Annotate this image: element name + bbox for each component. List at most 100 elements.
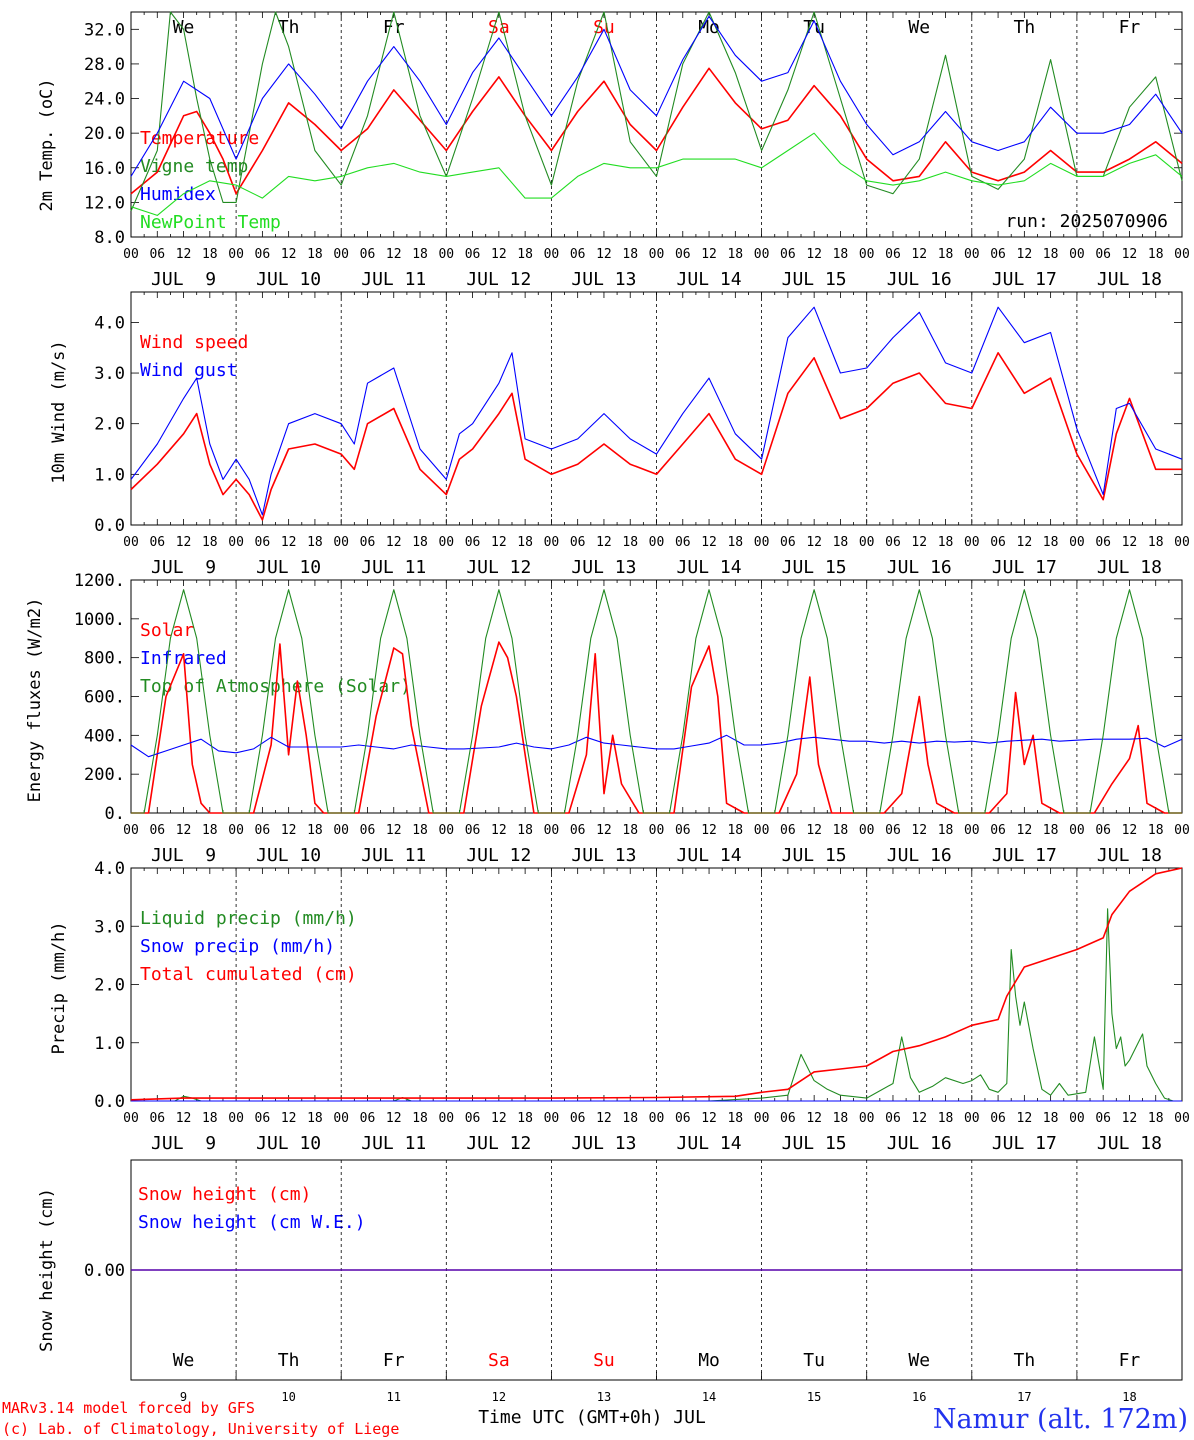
hour-tick-label: 00 — [649, 823, 665, 838]
day-number-label: 12 — [492, 1390, 506, 1404]
hour-tick-label: 12 — [911, 823, 927, 838]
hour-tick-label: 06 — [675, 247, 691, 262]
legend-vigne-temp: Vigne temp — [140, 156, 248, 177]
hour-tick-label: 18 — [833, 1111, 849, 1126]
hour-tick-label: 06 — [990, 1111, 1006, 1126]
hour-tick-label: 12 — [491, 823, 507, 838]
hour-tick-label: 00 — [754, 535, 770, 550]
hour-tick-label: 06 — [360, 247, 376, 262]
hour-tick-label: 00 — [964, 247, 980, 262]
hour-tick-label: 00 — [228, 247, 244, 262]
y-tick-label: 20.0 — [84, 124, 125, 144]
hour-tick-label: 00 — [754, 1111, 770, 1126]
hour-tick-label: 18 — [1043, 535, 1059, 550]
hour-tick-label: 00 — [544, 823, 560, 838]
series-line-2-2 — [131, 589, 1182, 814]
series-line-1-0 — [130, 351, 1182, 521]
date-label: JUL 13 — [571, 269, 636, 290]
hour-tick-label: 12 — [1122, 823, 1138, 838]
date-label: JUL 18 — [1097, 269, 1162, 290]
hour-tick-label: 18 — [833, 823, 849, 838]
credit-line-1: MARv3.14 model forced by GFS — [2, 1399, 255, 1417]
hour-tick-label: 12 — [176, 1111, 192, 1126]
footer: MARv3.14 model forced by GFS (c) Lab. of… — [2, 1399, 1188, 1438]
hour-tick-label: 18 — [938, 1111, 954, 1126]
weekday-label: Fr — [1119, 17, 1141, 38]
hour-tick-label: 12 — [281, 823, 297, 838]
y-tick-label: 1000. — [74, 610, 125, 630]
hour-tick-label: 12 — [281, 1111, 297, 1126]
hour-tick-label: 00 — [123, 1111, 139, 1126]
energy-y-axis-label: Energy fluxes (W/m2) — [25, 598, 45, 803]
series-line-0-3 — [130, 132, 1183, 216]
hour-tick-label: 12 — [1017, 1111, 1033, 1126]
weekday-label: Sa — [488, 17, 510, 38]
date-label: JUL 14 — [677, 269, 742, 290]
date-label: JUL 17 — [992, 1133, 1057, 1154]
hour-tick-label: 12 — [806, 535, 822, 550]
legend-liquid-precip: Liquid precip (mm/h) — [140, 908, 357, 929]
hour-tick-label: 12 — [911, 247, 927, 262]
hour-tick-label: 06 — [149, 535, 165, 550]
date-label: JUL 18 — [1097, 845, 1162, 866]
legend-total-cumulated: Total cumulated (cm) — [140, 964, 357, 985]
date-label: JUL 9 — [151, 269, 216, 290]
y-tick-label: 1200. — [74, 571, 125, 591]
y-tick-label: 3.0 — [94, 917, 125, 937]
hour-tick-label: 12 — [176, 823, 192, 838]
date-label: JUL 17 — [992, 269, 1057, 290]
weekday-label: We — [908, 1350, 930, 1371]
date-label: JUL 9 — [151, 845, 216, 866]
hour-tick-label: 18 — [412, 247, 428, 262]
hour-tick-label: 06 — [360, 823, 376, 838]
legend-humidex: Humidex — [140, 184, 216, 205]
y-tick-label: 4.0 — [94, 313, 125, 333]
location-label: Namur (alt. 172m) — [933, 1404, 1188, 1435]
hour-tick-label: 06 — [255, 247, 271, 262]
hour-tick-label: 18 — [622, 535, 638, 550]
date-label: JUL 16 — [887, 1133, 952, 1154]
hour-tick-label: 12 — [596, 247, 612, 262]
hour-tick-label: 06 — [990, 247, 1006, 262]
hour-tick-label: 00 — [228, 1111, 244, 1126]
hour-tick-label: 00 — [754, 823, 770, 838]
hour-tick-label: 06 — [360, 535, 376, 550]
hour-tick-label: 06 — [570, 247, 586, 262]
hour-tick-label: 12 — [806, 247, 822, 262]
y-tick-label: 400. — [84, 726, 125, 746]
series-line-1-1 — [130, 306, 1183, 516]
hour-tick-label: 06 — [780, 535, 796, 550]
y-tick-label: 0.0 — [94, 1092, 125, 1112]
hour-tick-label: 00 — [438, 247, 454, 262]
hour-tick-label: 12 — [1122, 1111, 1138, 1126]
hour-tick-label: 06 — [570, 1111, 586, 1126]
hour-tick-label: 12 — [701, 823, 717, 838]
hour-tick-label: 12 — [1122, 535, 1138, 550]
legend-solar: Solar — [140, 620, 194, 641]
hour-tick-label: 06 — [465, 823, 481, 838]
date-label: JUL 13 — [571, 845, 636, 866]
date-label: JUL 10 — [256, 845, 321, 866]
hour-tick-label: 00 — [964, 535, 980, 550]
snow-y-axis-label: Snow height (cm) — [37, 1188, 57, 1352]
hour-tick-label: 12 — [806, 823, 822, 838]
hour-tick-label: 06 — [885, 535, 901, 550]
run-label: run: 2025070906 — [1005, 211, 1168, 232]
weekday-label: Fr — [1119, 1350, 1141, 1371]
hour-tick-label: 06 — [1095, 823, 1111, 838]
hour-tick-label: 18 — [202, 247, 218, 262]
legend-dewpoint-temp: NewPoint Temp — [140, 212, 281, 233]
hour-tick-label: 06 — [360, 1111, 376, 1126]
hour-tick-label: 00 — [1174, 247, 1190, 262]
hour-tick-label: 00 — [228, 535, 244, 550]
energy-panel: Energy fluxes (W/m2) Solar Infrared Top … — [25, 571, 1190, 866]
series-line-0-0 — [130, 67, 1183, 195]
hour-tick-label: 06 — [570, 535, 586, 550]
legend-wind-gust: Wind gust — [140, 360, 238, 381]
date-label: JUL 12 — [466, 269, 531, 290]
hour-tick-label: 06 — [149, 247, 165, 262]
hour-tick-label: 18 — [202, 823, 218, 838]
y-tick-label: 0.00 — [84, 1261, 125, 1281]
day-number-label: 16 — [912, 1390, 926, 1404]
hour-tick-label: 06 — [780, 247, 796, 262]
